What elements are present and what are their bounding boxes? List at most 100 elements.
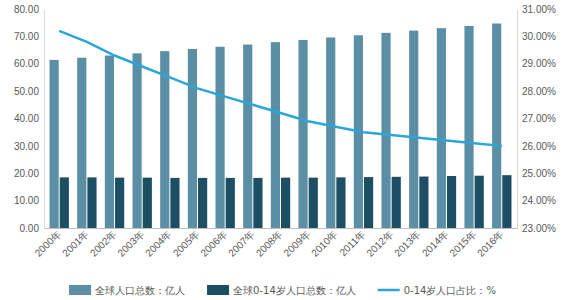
bar-series	[50, 24, 502, 228]
bar	[188, 49, 197, 228]
bar	[492, 24, 501, 228]
tick: 30.00	[14, 141, 44, 152]
legend-label: 全球0-14岁人口总数：亿人	[233, 285, 356, 296]
tick: 40.00	[14, 113, 44, 124]
tick-label: 2008年	[254, 228, 285, 259]
tick-label: 60.00	[14, 58, 39, 69]
bar	[215, 47, 224, 228]
tick: 50.00	[14, 86, 44, 97]
tick: 2013年	[392, 228, 423, 259]
tick: 29.00%	[517, 58, 556, 69]
tick: 23.00%	[517, 223, 556, 234]
tick: 2010年	[309, 228, 340, 259]
tick-label: 2015年	[447, 228, 478, 259]
axis-line	[44, 10, 45, 229]
bar	[105, 56, 114, 228]
bar	[464, 26, 473, 228]
legend-item: 全球人口总数：亿人	[69, 285, 185, 296]
bar	[364, 177, 373, 228]
bar	[409, 31, 418, 228]
bar	[419, 177, 428, 228]
legend-label: 0-14岁人口占比：%	[404, 285, 496, 296]
bar	[336, 177, 345, 228]
tick-label: 25.00%	[522, 168, 556, 179]
tick: 70.00	[14, 31, 44, 42]
bar	[198, 178, 207, 228]
x-axis: 2000年2001年2002年2003年2004年2005年2006年2007年…	[33, 228, 518, 259]
tick-label: 2012年	[364, 228, 395, 259]
tick: 2007年	[226, 228, 257, 259]
tick: 10.00	[14, 195, 44, 206]
bar	[392, 177, 401, 228]
tick-label: 70.00	[14, 31, 39, 42]
tick-label: 2014年	[420, 228, 451, 259]
bar	[115, 178, 124, 228]
bar	[60, 177, 69, 228]
bar	[143, 178, 152, 228]
tick: 2015年	[447, 228, 478, 259]
bar	[87, 177, 96, 228]
tick-label: 2006年	[198, 228, 229, 259]
tick: 26.00%	[517, 141, 556, 152]
legend-label: 全球人口总数：亿人	[95, 285, 185, 296]
bar	[77, 58, 86, 228]
tick-label: 31.00%	[522, 4, 556, 15]
tick-label: 2001年	[60, 228, 91, 259]
tick: 2003年	[116, 228, 147, 259]
bar	[502, 175, 511, 228]
y2-axis: 23.00% 24.00% 25.00% 26.00% 27.00% 28.00% 29.0…	[517, 4, 556, 234]
tick-label: 23.00%	[522, 223, 556, 234]
tick: 2006年	[198, 228, 229, 259]
tick-label: 29.00%	[522, 58, 556, 69]
bar	[437, 28, 446, 228]
bar	[243, 45, 252, 228]
tick: 24.00%	[517, 195, 556, 206]
line	[59, 31, 502, 146]
bar-series	[60, 175, 512, 228]
tick-label: 26.00%	[522, 141, 556, 152]
bar	[326, 37, 335, 228]
tick: 20.00	[14, 168, 44, 179]
tick: 60.00	[14, 58, 44, 69]
bar	[271, 42, 280, 228]
bar	[133, 53, 142, 228]
tick: 2002年	[88, 228, 119, 259]
tick-label: 2004年	[143, 228, 174, 259]
tick: 2001年	[60, 228, 91, 259]
tick: 30.00%	[517, 31, 556, 42]
tick: 2016年	[475, 228, 506, 259]
chart-container: 0.00 10.00 20.00 30.00 40.00 50.00 60.00 70.00 8…	[0, 0, 565, 300]
bar	[381, 33, 390, 228]
tick-label: 2000年	[33, 228, 64, 259]
tick: 0.00	[20, 223, 44, 234]
legend: 全球人口总数：亿人 全球0-14岁人口总数：亿人 0-14岁人口占比：%	[69, 285, 496, 296]
tick: 80.00	[14, 4, 44, 15]
bar	[226, 178, 235, 228]
tick-label: 28.00%	[522, 86, 556, 97]
tick-label: 24.00%	[522, 195, 556, 206]
tick-label: 2010年	[309, 228, 340, 259]
plot-root: 0.00 10.00 20.00 30.00 40.00 50.00 60.00 70.00 8…	[14, 4, 556, 259]
tick-label: 40.00	[14, 113, 39, 124]
bar	[298, 40, 307, 228]
tick-label: 2013年	[392, 228, 423, 259]
tick: 2012年	[364, 228, 395, 259]
tick-label: 10.00	[14, 195, 39, 206]
tick-label: 2002年	[88, 228, 119, 259]
legend-swatch	[207, 285, 229, 295]
tick-label: 27.00%	[522, 113, 556, 124]
tick-label: 2005年	[171, 228, 202, 259]
tick: 25.00%	[517, 168, 556, 179]
tick: 28.00%	[517, 86, 556, 97]
tick-label: 30.00%	[522, 31, 556, 42]
tick: 2011年	[337, 228, 367, 258]
tick-label: 80.00	[14, 4, 39, 15]
bar	[170, 178, 179, 228]
bar	[447, 176, 456, 228]
tick: 2005年	[171, 228, 202, 259]
tick-label: 2009年	[281, 228, 312, 259]
tick-label: 2003年	[116, 228, 147, 259]
tick-label: 0.00	[20, 223, 40, 234]
tick-label: 2016年	[475, 228, 506, 259]
tick-label: 50.00	[14, 86, 39, 97]
